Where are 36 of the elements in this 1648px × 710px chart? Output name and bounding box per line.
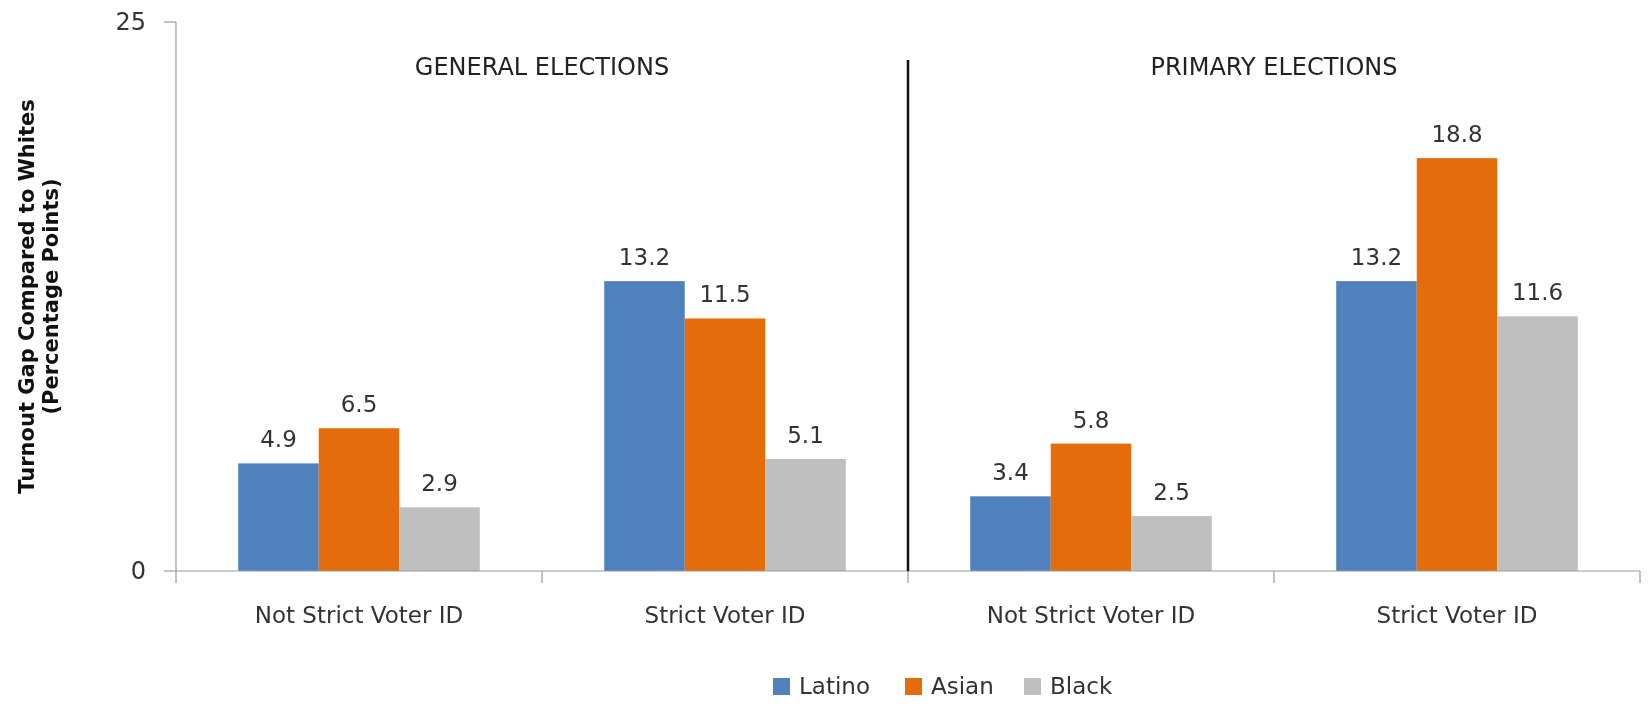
bar (1336, 281, 1417, 571)
bar (684, 318, 766, 571)
x-tick-label: Not Strict Voter ID (254, 602, 464, 628)
x-tick-label: Not Strict Voter ID (986, 602, 1196, 628)
data-label: 18.8 (1431, 121, 1483, 148)
bar (1497, 316, 1578, 571)
data-label: 11.5 (699, 281, 751, 308)
data-label: 5.8 (1072, 406, 1110, 433)
bar (765, 459, 846, 571)
bar (1050, 443, 1132, 571)
data-label: 3.4 (992, 459, 1029, 486)
data-label: 11.6 (1511, 279, 1564, 306)
bar (399, 507, 480, 571)
bar (1131, 516, 1212, 571)
bar (238, 463, 319, 571)
data-label: 13.2 (1350, 244, 1403, 271)
y-tick-label: 25 (115, 8, 146, 37)
legend-label: Black (1050, 673, 1113, 700)
annotation: GENERAL ELECTIONS (414, 53, 670, 81)
data-label: 6.5 (340, 391, 378, 418)
data-label: 2.9 (421, 470, 458, 497)
bar (318, 428, 400, 571)
data-label: 13.2 (618, 244, 671, 271)
data-label: 5.1 (787, 422, 824, 448)
data-label: 2.5 (1153, 479, 1190, 506)
bar (970, 496, 1051, 571)
annotation: PRIMARY ELECTIONS (1150, 53, 1398, 81)
data-label: 4.9 (260, 426, 297, 453)
y-tick-label: 0 (130, 557, 146, 586)
bar (1416, 158, 1498, 571)
bar (604, 281, 685, 571)
y-axis-title: Turnout Gap Compared to Whites (Percentage Points) (15, 99, 63, 494)
legend-label: Latino (799, 673, 870, 700)
legend-label: Asian (931, 673, 994, 700)
x-tick-label: Strict Voter ID (1376, 602, 1538, 628)
x-tick-label: Strict Voter ID (644, 602, 806, 628)
